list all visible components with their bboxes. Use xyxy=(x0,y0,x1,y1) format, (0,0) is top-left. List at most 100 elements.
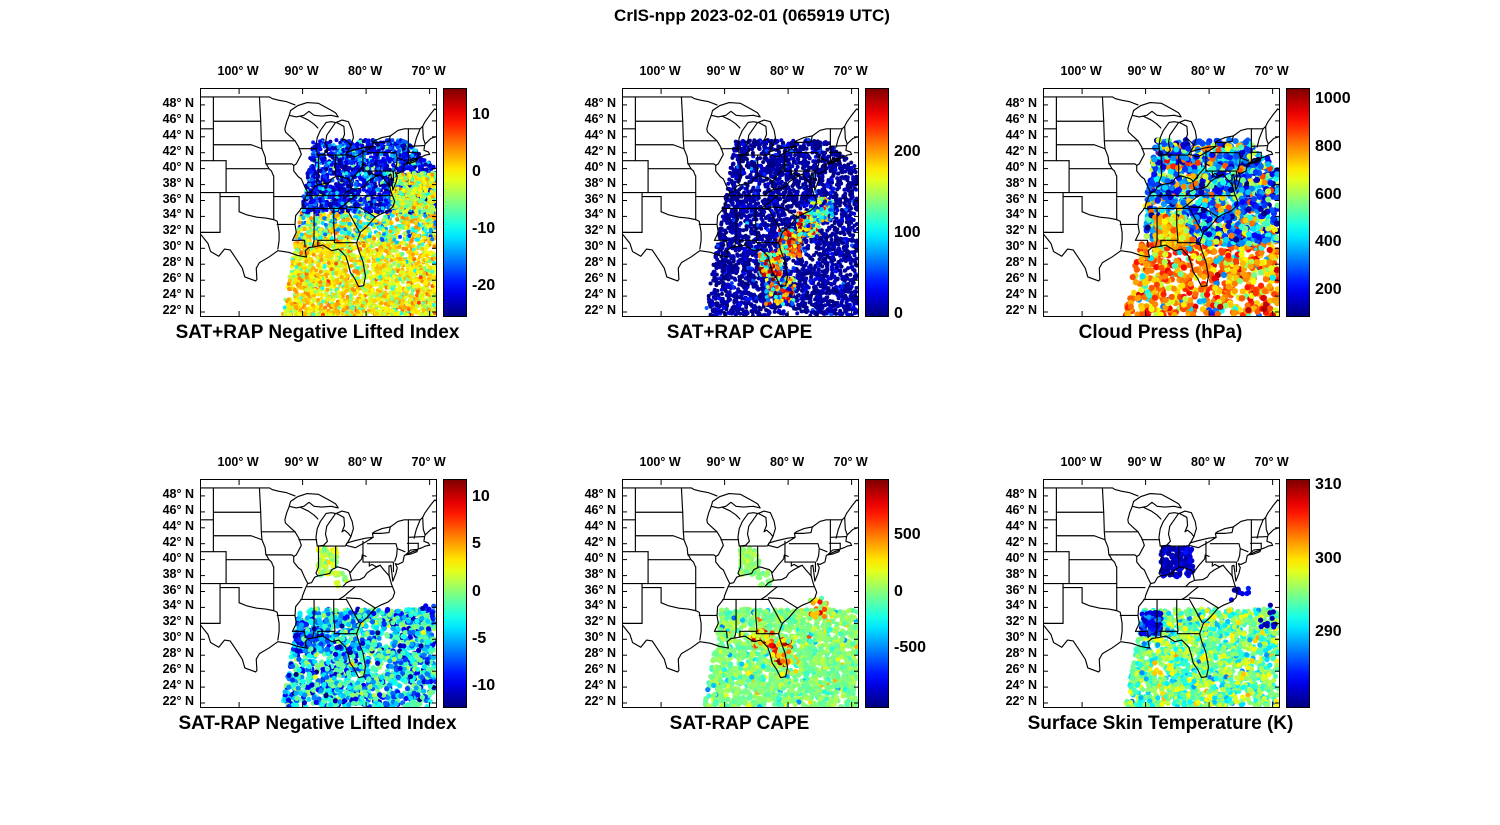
lat-tick-label: 46° N xyxy=(162,111,194,126)
colorbar-tick-label: -5 xyxy=(472,629,487,647)
lat-tick-label: 26° N xyxy=(584,662,616,677)
colorbar-tick-label: -10 xyxy=(472,677,496,695)
axis-ticks xyxy=(201,480,436,707)
colorbar-tick-label: 0 xyxy=(472,163,481,181)
colorbar-tick-label: -20 xyxy=(472,276,496,294)
lat-tick-label: 48° N xyxy=(162,486,194,501)
axis-ticks xyxy=(623,480,858,707)
lon-tick-label: 90° W xyxy=(1127,455,1162,469)
axis-ticks xyxy=(623,89,858,316)
lon-tick-label: 70° W xyxy=(833,64,868,78)
lat-tick-label: 34° N xyxy=(162,207,194,222)
lon-tick-label: 100° W xyxy=(639,64,681,78)
panel-title: SAT+RAP CAPE xyxy=(666,322,813,343)
lat-tick-label: 32° N xyxy=(584,223,616,238)
lat-tick-label: 30° N xyxy=(162,630,194,645)
lon-tick-label: 100° W xyxy=(1060,455,1102,469)
lat-tick-label: 22° N xyxy=(162,303,194,318)
lat-tick-label: 36° N xyxy=(162,582,194,597)
lat-tick-label: 40° N xyxy=(162,159,194,174)
lat-tick-label: 44° N xyxy=(1005,127,1037,142)
lat-tick-label: 42° N xyxy=(584,534,616,549)
colorbar-tick-label: 10 xyxy=(472,487,490,505)
scatter-layer xyxy=(1044,89,1279,316)
lon-tick-label: 80° W xyxy=(348,64,383,78)
colorbar-tick-label: 0 xyxy=(894,582,903,600)
lat-tick-label: 22° N xyxy=(1005,303,1037,318)
lat-tick-label: 32° N xyxy=(1005,614,1037,629)
map-plot-area xyxy=(1043,88,1280,317)
lon-tick-label: 70° W xyxy=(1254,455,1289,469)
lat-tick-label: 38° N xyxy=(584,566,616,581)
lat-tick-label: 42° N xyxy=(162,534,194,549)
lat-tick-label: 48° N xyxy=(584,95,616,110)
lon-tick-label: 90° W xyxy=(284,64,319,78)
lat-tick-label: 32° N xyxy=(162,223,194,238)
map-plot-area xyxy=(200,88,437,317)
lat-tick-label: 40° N xyxy=(162,550,194,565)
lat-tick-label: 26° N xyxy=(162,662,194,677)
lat-tick-label: 48° N xyxy=(162,95,194,110)
lon-tick-label: 70° W xyxy=(833,455,868,469)
lat-tick-label: 44° N xyxy=(584,127,616,142)
lat-tick-label: 24° N xyxy=(1005,678,1037,693)
map-plot-area xyxy=(1043,479,1280,708)
lat-tick-label: 26° N xyxy=(162,271,194,286)
lat-tick-label: 22° N xyxy=(584,303,616,318)
colorbar-tick-label: 10 xyxy=(472,106,490,124)
lat-tick-label: 30° N xyxy=(162,239,194,254)
lat-tick-label: 30° N xyxy=(1005,630,1037,645)
colorbar xyxy=(1286,88,1310,317)
lat-tick-label: 22° N xyxy=(1005,694,1037,709)
lon-tick-label: 70° W xyxy=(411,455,446,469)
lat-tick-label: 38° N xyxy=(1005,175,1037,190)
lat-tick-label: 36° N xyxy=(584,191,616,206)
lat-tick-label: 46° N xyxy=(584,502,616,517)
map-plot-area xyxy=(622,479,859,708)
panel-title: SAT-RAP Negative Lifted Index xyxy=(178,713,457,734)
lat-tick-label: 34° N xyxy=(584,207,616,222)
lat-tick-label: 24° N xyxy=(584,678,616,693)
lat-tick-label: 32° N xyxy=(162,614,194,629)
lat-tick-label: 38° N xyxy=(162,175,194,190)
lat-tick-label: 46° N xyxy=(1005,502,1037,517)
colorbar-tick-label: -10 xyxy=(472,219,496,237)
lat-tick-label: 34° N xyxy=(1005,207,1037,222)
lat-tick-label: 36° N xyxy=(584,582,616,597)
colorbar-tick-label: 290 xyxy=(1315,622,1342,640)
lat-tick-label: 42° N xyxy=(1005,534,1037,549)
lon-tick-label: 80° W xyxy=(348,455,383,469)
colorbar-tick-label: 400 xyxy=(1315,233,1342,251)
lat-tick-label: 44° N xyxy=(584,518,616,533)
colorbar xyxy=(443,88,467,317)
colorbar-tick-label: 310 xyxy=(1315,476,1342,494)
scatter-layer xyxy=(201,480,436,707)
lat-tick-label: 42° N xyxy=(1005,143,1037,158)
lat-tick-label: 24° N xyxy=(1005,287,1037,302)
lat-tick-label: 46° N xyxy=(584,111,616,126)
colorbar-tick-label: 600 xyxy=(1315,185,1342,203)
colorbar-tick-label: 100 xyxy=(894,223,921,241)
colorbar-tick-label: 200 xyxy=(1315,281,1342,299)
colorbar-tick-label: 5 xyxy=(472,535,481,553)
lat-tick-label: 46° N xyxy=(162,502,194,517)
panel-title: Cloud Press (hPa) xyxy=(1078,322,1243,343)
axis-ticks xyxy=(201,89,436,316)
lat-tick-label: 36° N xyxy=(1005,191,1037,206)
lon-tick-label: 90° W xyxy=(284,455,319,469)
lat-tick-label: 48° N xyxy=(584,486,616,501)
colorbar-tick-label: 0 xyxy=(894,305,903,322)
colorbar-tick-label: 800 xyxy=(1315,137,1342,155)
scatter-layer xyxy=(623,480,858,707)
lat-tick-label: 28° N xyxy=(1005,646,1037,661)
lat-tick-label: 24° N xyxy=(162,287,194,302)
lat-tick-label: 24° N xyxy=(584,287,616,302)
lat-tick-label: 30° N xyxy=(584,239,616,254)
lon-tick-label: 80° W xyxy=(770,455,805,469)
lat-tick-label: 26° N xyxy=(584,271,616,286)
colorbar-tick-label: 200 xyxy=(894,142,921,160)
colorbar-tick-label: -500 xyxy=(894,639,927,657)
lat-tick-label: 30° N xyxy=(1005,239,1037,254)
panel-title: SAT+RAP Negative Lifted Index xyxy=(175,322,460,343)
lat-tick-label: 36° N xyxy=(162,191,194,206)
